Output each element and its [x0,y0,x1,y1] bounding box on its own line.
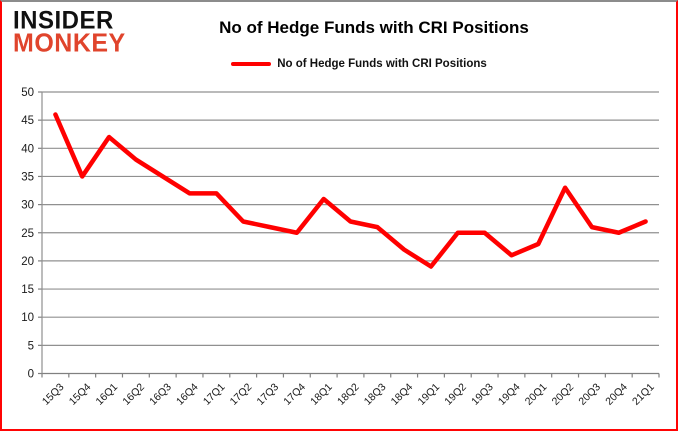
logo-line-insider: INSIDER [13,6,114,35]
chart-legend: No of Hedge Funds with CRI Positions [42,58,676,70]
x-axis-label: 16Q1 [94,381,121,408]
x-axis-label: 16Q2 [120,381,147,408]
legend-line-swatch [231,62,272,66]
chart-title: No of Hedge Funds with CRI Positions [219,18,529,37]
logo-line-monkey: MONKEY [13,28,126,58]
y-axis-label: 45 [21,115,34,127]
x-axis-label: 16Q4 [174,381,201,408]
y-axis-label: 20 [21,256,34,268]
y-axis-label: 10 [21,312,34,324]
y-axis-label: 5 [28,340,34,352]
x-axis-label: 20Q1 [523,381,550,408]
y-axis-label: 35 [21,171,34,183]
x-axis-label: 17Q4 [281,381,308,408]
x-axis-label: 20Q3 [576,381,603,408]
x-axis-label: 19Q2 [442,381,469,408]
x-axis-label: 19Q4 [496,381,523,408]
x-axis-label: 20Q4 [603,381,630,408]
x-axis-label: 17Q3 [254,381,281,408]
x-axis-label: 18Q2 [335,381,362,408]
x-axis-label: 15Q3 [40,381,67,408]
x-axis-label: 16Q3 [147,381,174,408]
x-axis-label: 18Q3 [362,381,389,408]
x-axis-label: 20Q2 [550,381,577,408]
x-axis-label: 17Q2 [228,381,255,408]
insider-monkey-logo: INSIDER MONKEY [13,6,126,58]
y-axis-label: 40 [21,143,34,155]
y-axis-label: 50 [21,87,34,99]
x-axis-label: 18Q1 [308,381,335,408]
x-axis-label: 21Q1 [630,381,657,408]
x-axis-label: 15Q4 [67,381,94,408]
x-axis-label: 19Q1 [415,381,442,408]
legend-label: No of Hedge Funds with CRI Positions [277,58,487,70]
y-axis-label: 15 [21,284,34,296]
y-axis-label: 0 [28,369,34,381]
y-axis-label: 30 [21,200,34,212]
series-line [53,112,648,269]
x-axis-label: 17Q1 [201,381,228,408]
x-axis-label: 18Q4 [389,381,416,408]
y-axis-label: 25 [21,228,34,240]
x-axis-label: 19Q3 [469,381,496,408]
